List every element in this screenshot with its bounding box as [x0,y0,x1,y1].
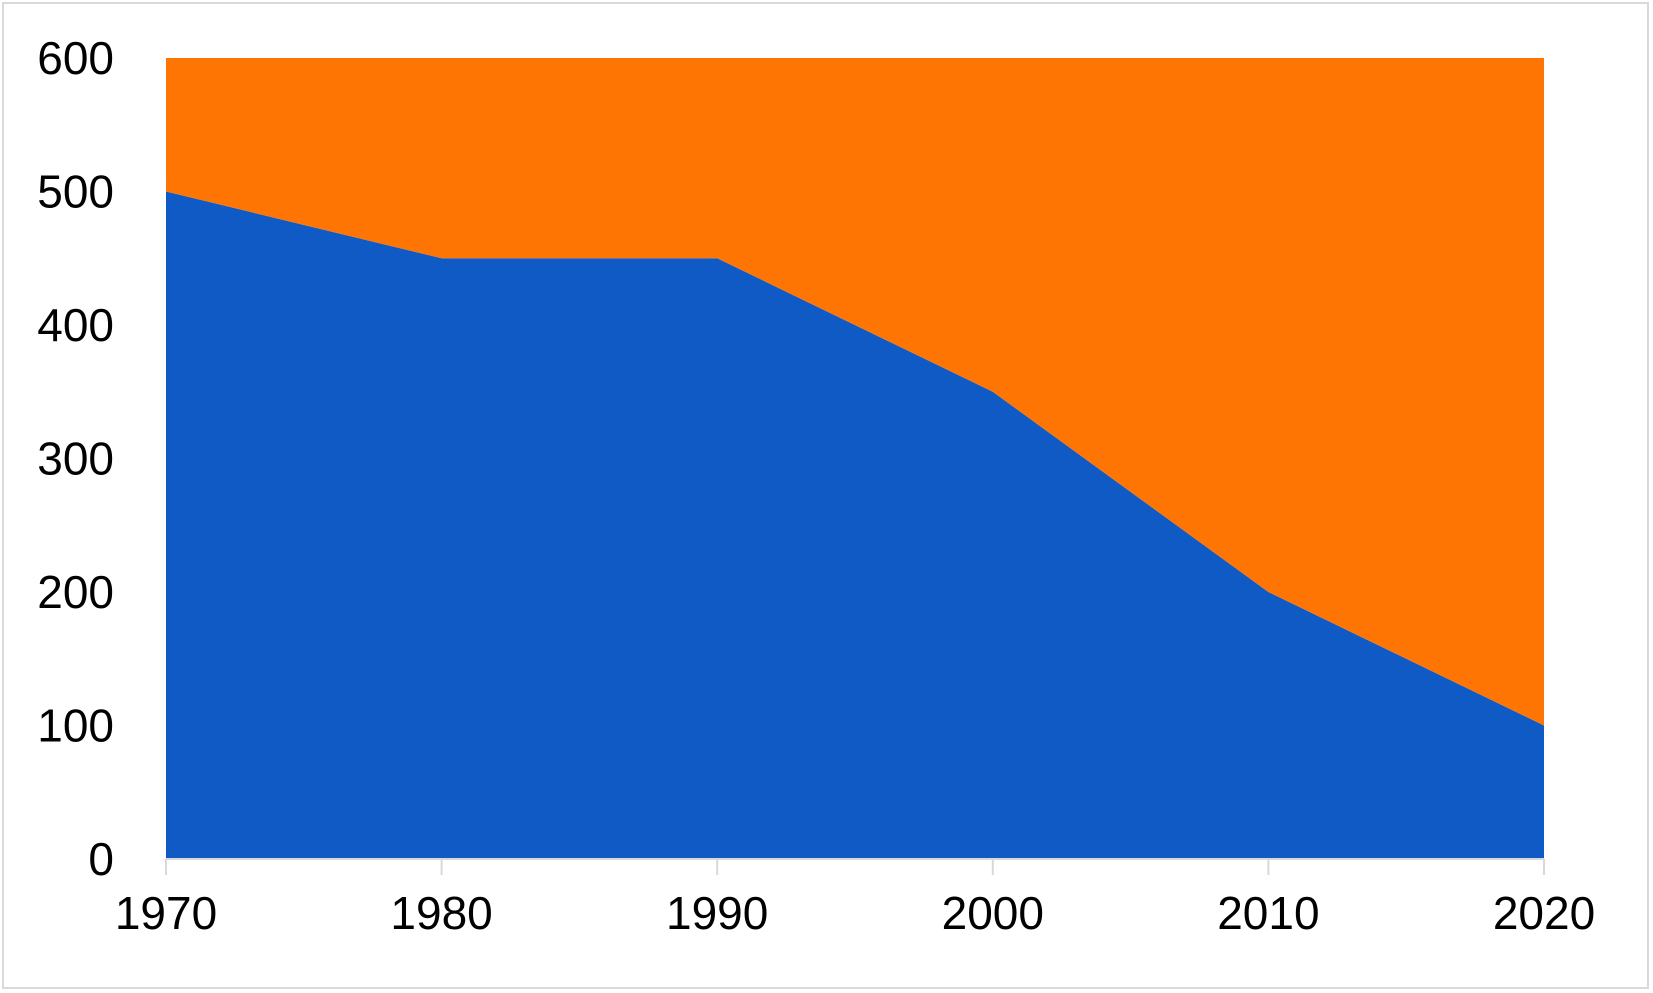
y-tick-label-0: 0 [88,833,114,885]
y-tick-label-600: 600 [37,32,114,84]
y-tick-label-200: 200 [37,566,114,618]
x-tick-labels: 1970 1980 1990 2000 2010 2020 [115,887,1595,939]
y-tick-labels: 0 100 200 300 400 500 600 [37,32,114,885]
x-ticks [165,859,1545,875]
y-tick-label-300: 300 [37,433,114,485]
area-series-2 [166,58,1544,726]
x-tick-label-1990: 1990 [666,887,768,939]
x-tick-label-2010: 2010 [1217,887,1319,939]
x-axis: 1970 1980 1990 2000 2010 2020 [115,858,1595,939]
x-tick-label-2020: 2020 [1493,887,1595,939]
y-axis: 0 100 200 300 400 500 600 [37,32,114,885]
x-tick-label-1980: 1980 [390,887,492,939]
y-tick-label-500: 500 [37,166,114,218]
plot-area [166,58,1544,859]
x-tick-label-2000: 2000 [942,887,1044,939]
y-tick-label-100: 100 [37,700,114,752]
y-tick-label-400: 400 [37,299,114,351]
x-tick-label-1970: 1970 [115,887,217,939]
area-series-group [166,58,1544,859]
area-series-1 [166,191,1544,859]
